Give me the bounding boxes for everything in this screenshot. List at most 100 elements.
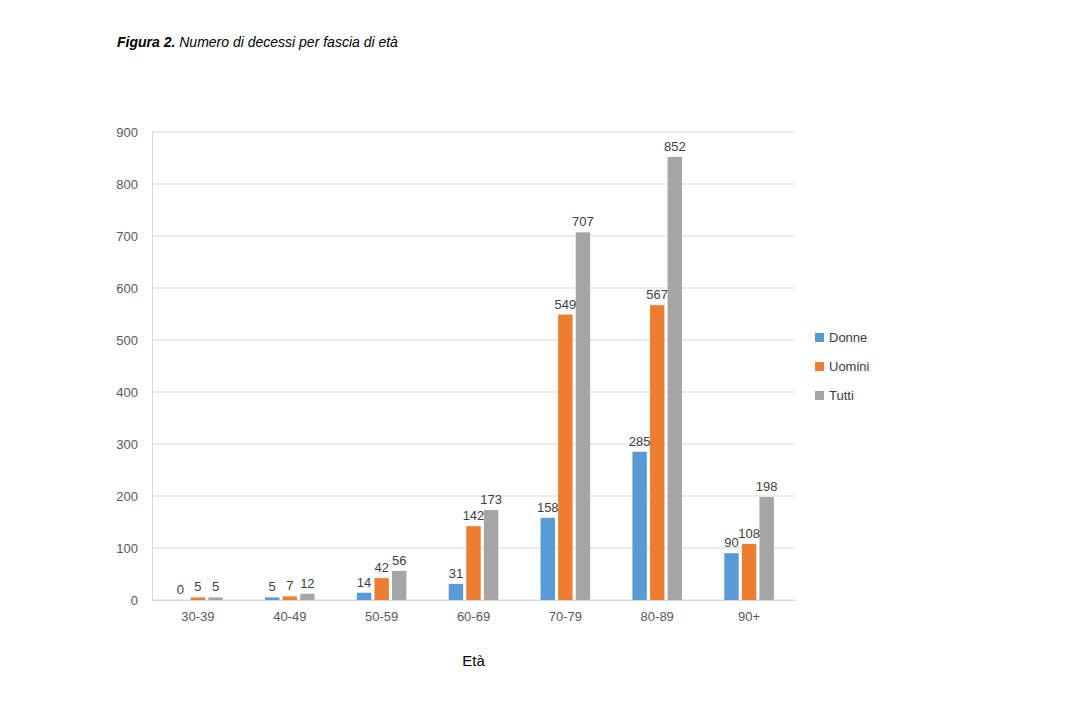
y-tick-label: 600	[116, 281, 138, 296]
data-label: 173	[480, 492, 502, 507]
x-tick-label: 90+	[738, 609, 760, 624]
data-label: 42	[374, 560, 388, 575]
data-labels: 0514311582859057421425495671085125617370…	[177, 139, 778, 597]
bar	[466, 526, 480, 600]
bar	[541, 518, 555, 600]
data-label: 285	[629, 434, 651, 449]
grid-line	[152, 236, 795, 237]
x-tick: 30-39	[181, 600, 214, 624]
x-tick-label: 70-79	[549, 609, 582, 624]
bar	[724, 553, 738, 600]
bar	[632, 452, 646, 600]
bar	[484, 510, 498, 600]
bar	[558, 315, 572, 600]
y-tick: 600	[116, 281, 152, 296]
y-tick-label: 700	[116, 229, 138, 244]
legend-label: Uomini	[829, 359, 870, 374]
x-tick-label: 80-89	[641, 609, 674, 624]
grid-line	[152, 392, 795, 393]
x-tick: 50-59	[365, 600, 398, 624]
y-tick-label: 100	[116, 541, 138, 556]
bar	[668, 157, 682, 600]
data-label: 56	[392, 553, 406, 568]
data-label: 852	[664, 139, 686, 154]
y-tick-label: 0	[131, 593, 138, 608]
x-tick-label: 30-39	[181, 609, 214, 624]
y-tick-label: 800	[116, 177, 138, 192]
data-label: 158	[537, 500, 559, 515]
bar	[392, 571, 406, 600]
x-axis: 30-39 40-49 50-59 60-69 70-79 80-89 90+	[153, 600, 796, 624]
y-tick-label: 200	[116, 489, 138, 504]
bar	[283, 596, 297, 600]
x-tick-label: 50-59	[365, 609, 398, 624]
data-label: 567	[646, 287, 668, 302]
y-tick-label: 900	[116, 125, 138, 140]
x-axis-title: Età	[462, 652, 485, 669]
x-tick: 90+	[738, 600, 760, 624]
data-label: 549	[555, 297, 577, 312]
y-axis: 0 100 200 300 400 500 600 700 800 900	[116, 125, 152, 608]
grid-line	[152, 340, 795, 341]
data-label: 0	[177, 582, 184, 597]
bar	[449, 584, 463, 600]
x-tick: 80-89	[641, 600, 674, 624]
data-label: 198	[756, 479, 778, 494]
chart: Figura 2. Numero di decessi per fascia d…	[0, 0, 1068, 703]
legend-swatch	[815, 333, 824, 342]
grid-line	[152, 444, 795, 445]
data-label: 14	[357, 575, 371, 590]
data-label: 31	[449, 566, 463, 581]
grid-line	[152, 132, 795, 133]
x-tick: 70-79	[549, 600, 582, 624]
bar	[759, 497, 773, 600]
y-tick: 900	[116, 125, 152, 140]
y-tick: 300	[116, 437, 152, 452]
grid-line	[152, 288, 795, 289]
bar	[191, 597, 205, 600]
y-tick: 400	[116, 385, 152, 400]
title: Figura 2. Numero di decessi per fascia d…	[117, 34, 398, 50]
bar	[576, 232, 590, 600]
y-tick: 500	[116, 333, 152, 348]
data-label: 7	[286, 578, 293, 593]
data-label: 108	[738, 526, 760, 541]
bar	[173, 600, 187, 601]
legend-swatch	[815, 391, 824, 400]
bar	[208, 597, 222, 600]
x-tick: 60-69	[457, 600, 490, 624]
y-tick: 200	[116, 489, 152, 504]
data-label: 142	[463, 508, 485, 523]
bar	[357, 593, 371, 600]
y-axis-line	[152, 133, 153, 601]
bar	[374, 578, 388, 600]
legend: DonneUominiTutti	[815, 330, 870, 403]
data-label: 12	[300, 576, 314, 591]
y-tick-label: 300	[116, 437, 138, 452]
grid	[152, 132, 795, 600]
bar	[300, 594, 314, 600]
data-label: 5	[269, 579, 276, 594]
legend-label: Donne	[829, 330, 867, 345]
legend-swatch	[815, 362, 824, 371]
x-axis-line	[153, 600, 796, 601]
y-tick: 800	[116, 177, 152, 192]
grid-line	[152, 496, 795, 497]
data-label: 707	[572, 214, 594, 229]
y-tick: 100	[116, 541, 152, 556]
x-tick-label: 40-49	[273, 609, 306, 624]
bars	[191, 157, 774, 600]
y-tick-label: 500	[116, 333, 138, 348]
data-label: 5	[212, 579, 219, 594]
bar	[742, 544, 756, 600]
bar	[265, 597, 279, 600]
x-tick: 40-49	[273, 600, 306, 624]
data-label: 5	[194, 579, 201, 594]
y-tick: 0	[131, 593, 152, 608]
bar	[650, 305, 664, 600]
y-tick: 700	[116, 229, 152, 244]
y-tick-label: 400	[116, 385, 138, 400]
data-label: 90	[724, 535, 738, 550]
grid-line	[152, 184, 795, 185]
x-tick-label: 60-69	[457, 609, 490, 624]
